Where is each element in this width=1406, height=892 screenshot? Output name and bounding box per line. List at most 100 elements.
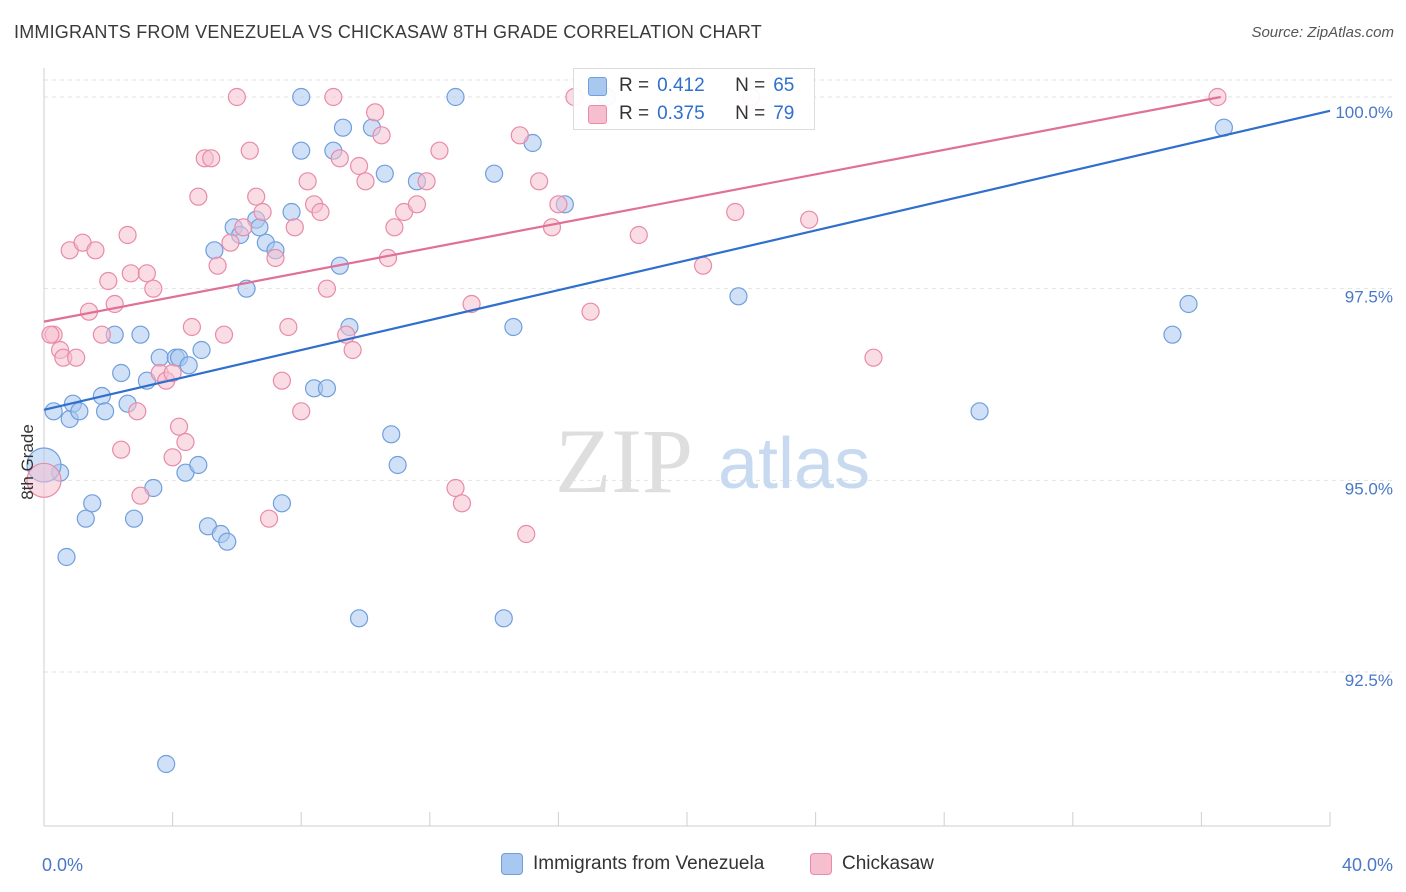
chickasaw-point <box>227 87 246 107</box>
legend-row-chickasaw: R = 0.375 N = 79 <box>588 102 794 126</box>
chickasaw-point <box>462 294 481 314</box>
venezuela-point <box>292 87 311 107</box>
chickasaw-point <box>317 279 337 298</box>
chickasaw-point <box>430 141 449 160</box>
chickasaw-point <box>417 172 436 191</box>
watermark: ZIP atlas <box>555 410 870 512</box>
x-tick-label: 0.0% <box>42 855 83 875</box>
chickasaw-point <box>189 187 208 206</box>
chickasaw-point <box>118 225 137 245</box>
chickasaw-point <box>92 325 111 344</box>
venezuela-point <box>504 317 523 337</box>
venezuela-point <box>333 118 353 137</box>
watermark-atlas: atlas <box>718 424 870 504</box>
venezuela-point <box>76 509 95 528</box>
chickasaw-point <box>163 363 182 383</box>
venezuela-point <box>205 241 224 260</box>
trend-layer <box>43 95 1331 411</box>
chickasaw-point <box>542 218 562 237</box>
chickasaw-point <box>266 248 285 268</box>
venezuela-point <box>83 494 102 513</box>
chickasaw-point <box>530 172 549 191</box>
chickasaw-point <box>292 402 311 421</box>
chickasaw-point <box>452 494 472 513</box>
chickasaw-point <box>366 103 385 122</box>
axis-layer <box>43 68 1331 827</box>
chickasaw-point <box>629 225 648 245</box>
chickasaw-point <box>517 524 536 544</box>
chickasaw-point <box>385 218 404 237</box>
venezuela-point <box>189 455 208 475</box>
venezuela-point <box>1163 325 1182 344</box>
chickasaw-point <box>253 202 272 222</box>
legend-swatch-chickasaw <box>588 104 607 124</box>
bottom-legend-label-venezuela: Immigrants from Venezuela <box>533 853 765 874</box>
venezuela-point <box>124 509 144 528</box>
venezuela-point <box>131 325 150 344</box>
chickasaw-point <box>330 149 349 168</box>
legend-n-label: N = <box>735 103 766 124</box>
chickasaw-point <box>234 218 253 237</box>
chickasaw-point <box>343 340 362 360</box>
chart-source: Source: ZipAtlas.com <box>1251 24 1394 41</box>
chickasaw-point <box>285 218 304 237</box>
venezuela-point <box>382 425 401 444</box>
chickasaw-point <box>549 195 568 214</box>
chickasaw-point <box>259 509 279 528</box>
venezuela-point <box>192 340 211 360</box>
chickasaw-point <box>137 264 156 283</box>
venezuela-point <box>95 402 115 421</box>
chickasaw-point <box>176 432 195 452</box>
chickasaw-point <box>67 348 86 367</box>
y-axis-title: 8th Grade <box>18 424 37 500</box>
chickasaw-point <box>372 126 391 145</box>
venezuela-point <box>1179 294 1198 314</box>
venezuela-point <box>317 379 337 398</box>
chickasaw-point <box>311 202 330 222</box>
chickasaw-point <box>407 195 427 214</box>
x-tick-label: 40.0% <box>1342 855 1393 875</box>
chickasaw-point <box>279 317 298 337</box>
legend-n-value: 79 <box>773 103 795 124</box>
chickasaw-point <box>163 448 182 467</box>
chickasaw-point <box>446 478 465 498</box>
chickasaw-point <box>128 402 147 421</box>
chickasaw-point <box>864 348 883 367</box>
chickasaw-point <box>131 486 150 505</box>
chickasaw-point <box>121 264 140 283</box>
chickasaw-point <box>169 417 189 436</box>
y-tick-label: 92.5% <box>1345 671 1393 690</box>
chart-title: IMMIGRANTS FROM VENEZUELA VS CHICKASAW 8… <box>14 22 762 42</box>
chickasaw-point <box>247 187 266 206</box>
bottom-legend-swatch-chickasaw <box>810 853 832 875</box>
chickasaw-point <box>510 126 529 145</box>
venezuela-point <box>70 402 89 421</box>
chickasaw-point <box>41 325 60 344</box>
bottom-legend-label-chickasaw: Chickasaw <box>842 853 934 874</box>
chickasaw-point <box>693 256 713 275</box>
correlation-legend: R = 0.412 N = 65 R = 0.375 N = 79 <box>573 68 815 130</box>
venezuela-point <box>729 287 748 306</box>
legend-n-label: N = <box>735 75 766 96</box>
chickasaw-point <box>112 440 131 459</box>
chickasaw-point <box>214 325 234 344</box>
y-tick-label: 95.0% <box>1345 479 1393 498</box>
watermark-zip: ZIP <box>555 410 693 512</box>
y-tick-label: 97.5% <box>1345 288 1393 307</box>
chickasaw-point <box>356 172 375 191</box>
chickasaw-point <box>349 156 369 176</box>
bottom-legend-venezuela: Immigrants from Venezuela <box>501 851 764 877</box>
chickasaw-point <box>324 87 343 107</box>
chickasaw-point <box>99 271 118 291</box>
y-tick-label: 100.0% <box>1335 103 1393 122</box>
chickasaw-point <box>144 279 163 298</box>
venezuela-point <box>375 164 394 183</box>
chickasaw-point <box>800 210 819 229</box>
chickasaw-point <box>26 462 62 498</box>
legend-n-value: 65 <box>773 75 795 96</box>
venezuela-point <box>112 363 131 383</box>
chickasaw-trend-line <box>43 95 1221 323</box>
venezuela-point <box>446 87 465 107</box>
venezuela-point <box>494 609 513 628</box>
